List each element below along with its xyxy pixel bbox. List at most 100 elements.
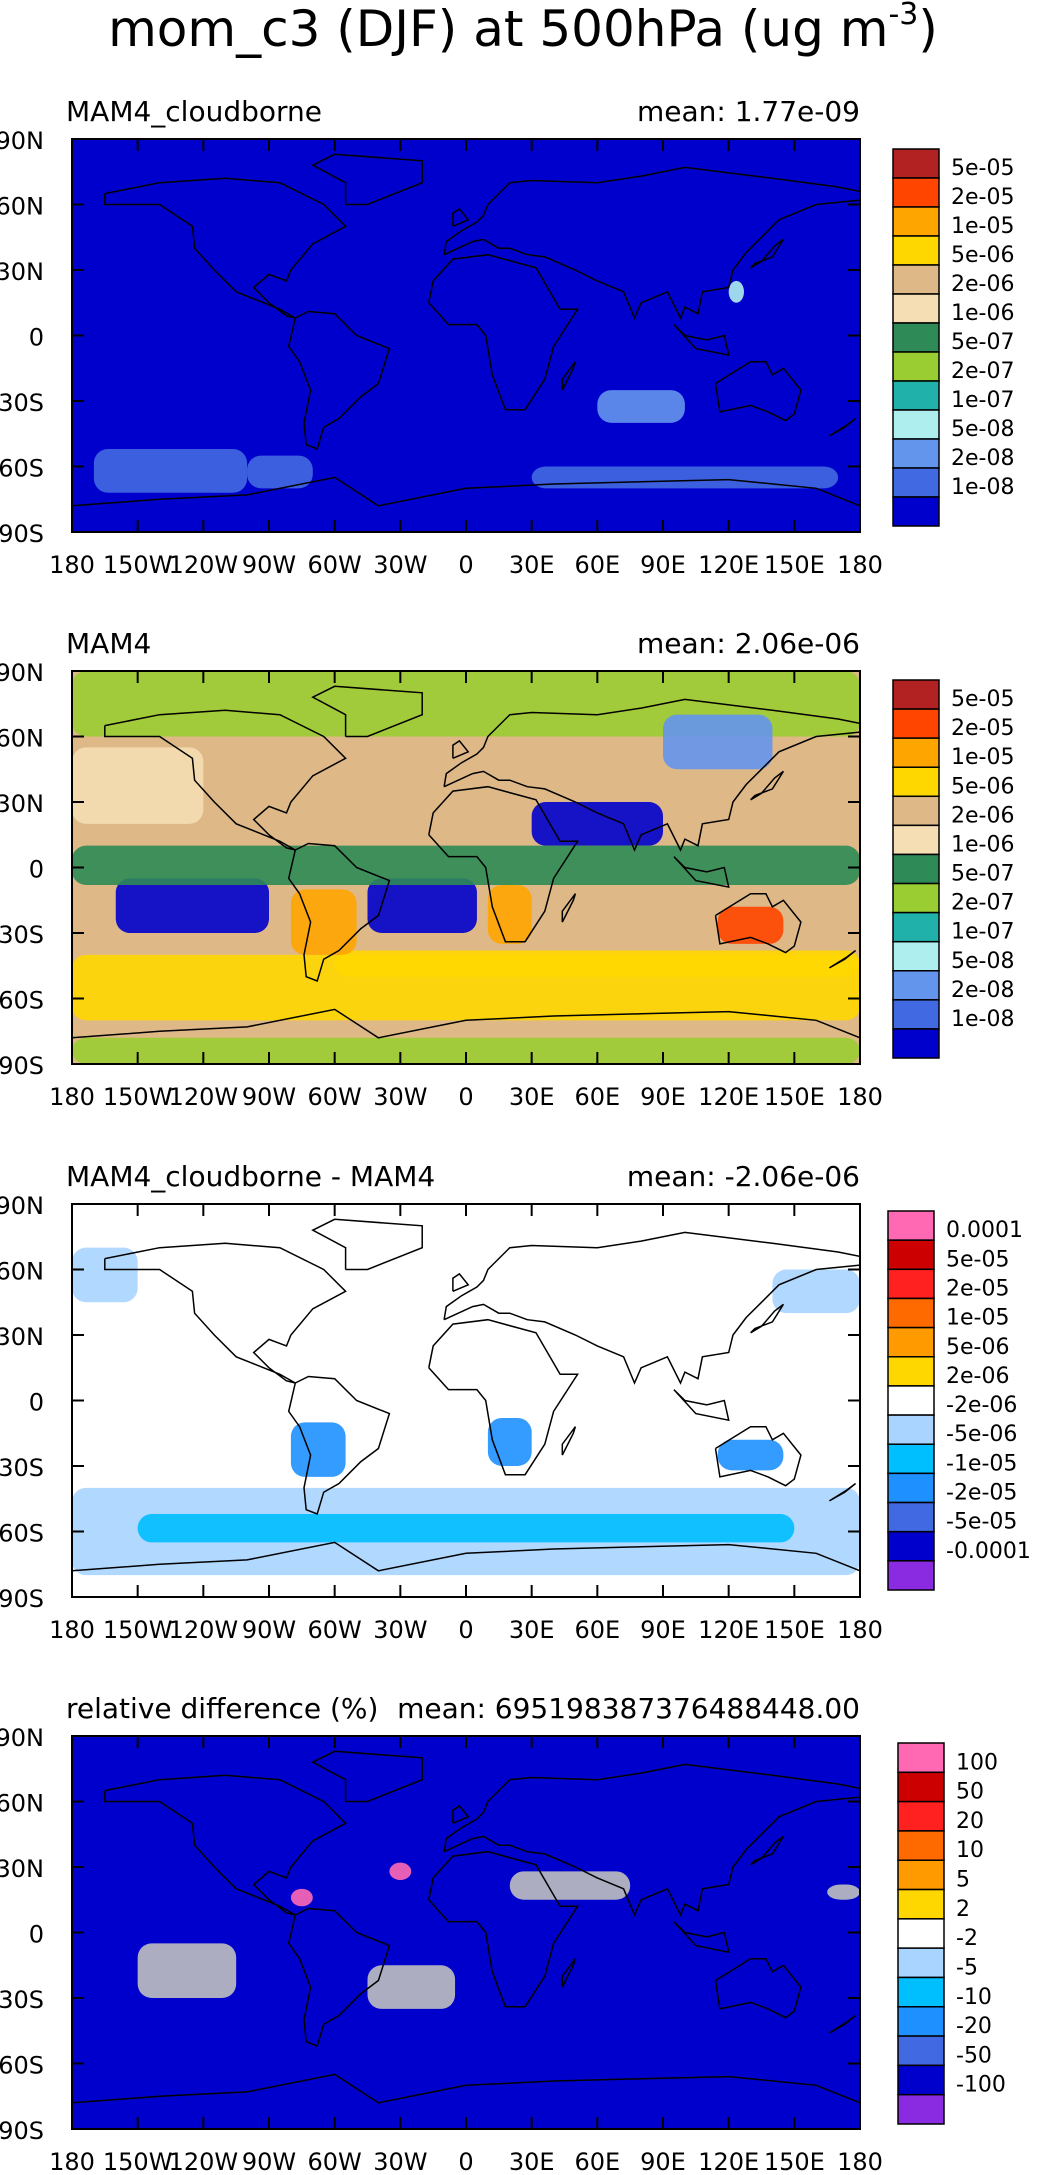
coastline	[311, 1750, 423, 1803]
contour-region	[247, 455, 313, 489]
lon-tick-label: 150E	[764, 551, 825, 579]
colorbar-label: 5e-05	[951, 687, 1014, 712]
colorbar-swatch	[887, 1326, 935, 1358]
lon-tick-label: 90W	[242, 1616, 296, 1644]
colorbar-label: 20	[956, 1809, 984, 1834]
colorbar: 0.0001 5e-05 2e-05 1e-05 5e-06 2e-06 -2e-06 -5e…	[887, 1210, 1031, 1591]
colorbar-label: 1e-07	[951, 388, 1014, 413]
contour-region	[290, 1888, 313, 1907]
colorbar-label: 5e-06	[951, 243, 1014, 268]
lat-tick-label: 90S	[0, 1585, 44, 1613]
colorbar-swatch	[892, 679, 940, 710]
colorbar-label: 2e-08	[951, 446, 1014, 471]
coastline	[443, 1231, 860, 1385]
map-contours	[72, 1218, 860, 1576]
coastline	[72, 1008, 860, 1039]
lon-tick-label: 60W	[308, 1616, 362, 1644]
lat-tick-label: 60S	[0, 455, 44, 483]
panel-name: MAM4	[66, 627, 151, 660]
colorbar-swatch	[892, 438, 940, 469]
colorbar-label: 1e-08	[951, 1007, 1014, 1032]
lon-tick-label: 60W	[308, 551, 362, 579]
coastline	[829, 417, 857, 437]
lon-tick-label: 0	[458, 551, 473, 579]
contour-region	[72, 747, 204, 824]
colorbar-swatch	[892, 708, 940, 739]
contour-region	[290, 1422, 346, 1477]
coastline	[829, 1482, 857, 1502]
colorbar-label: 50	[956, 1780, 984, 1805]
lat-tick-label: 90S	[0, 520, 44, 548]
lon-tick-label: 60E	[574, 1616, 620, 1644]
lon-tick-label: 60E	[574, 2148, 620, 2175]
colorbar-label: 2e-06	[946, 1364, 1009, 1389]
lon-tick-label: 150W	[103, 1616, 173, 1644]
coastline	[673, 1921, 730, 1954]
colorbar-swatch	[892, 467, 940, 498]
colorbar-swatch	[892, 235, 940, 266]
colorbar-label: -2e-06	[946, 1393, 1017, 1418]
colorbar-label: 10	[956, 1838, 984, 1863]
colorbar-swatch	[897, 2035, 945, 2067]
colorbar-label: 1e-06	[951, 832, 1014, 857]
contour-region	[389, 1862, 412, 1881]
coastline	[561, 361, 577, 391]
coastline	[287, 1375, 391, 1515]
colorbar-swatch	[897, 1771, 945, 1803]
lon-tick-label: 30E	[509, 551, 555, 579]
lon-tick-label: 30W	[373, 551, 427, 579]
colorbar-label: -0.0001	[946, 1539, 1031, 1564]
colorbar-swatch	[897, 1918, 945, 1949]
coastline	[452, 207, 470, 227]
lon-tick-label: 120E	[698, 551, 759, 579]
colorbar-label: 5e-06	[946, 1335, 1009, 1360]
coastline	[428, 1850, 579, 2008]
lat-tick-label: 30N	[0, 258, 44, 286]
contour-region	[487, 1417, 532, 1466]
colorbar-label: 1e-05	[946, 1306, 1009, 1331]
map-panel: MAM4_cloudborne mean: 1.77e-09 90N 60N 30N 0 3…	[0, 95, 1014, 579]
panel-name: relative difference (%)	[66, 1692, 378, 1725]
colorbar-label: 5	[956, 1868, 970, 1893]
coastline	[452, 739, 470, 759]
map-panel: MAM4_cloudborne - MAM4 mean: -2.06e-06 90N…	[0, 1160, 1031, 1644]
coastline	[750, 1303, 785, 1334]
lon-tick-label: 30W	[373, 2148, 427, 2175]
colorbar-label: 5e-08	[951, 417, 1014, 442]
coastline	[673, 856, 730, 889]
colorbar-swatch	[892, 882, 940, 914]
lon-tick-label: 60W	[308, 2148, 362, 2175]
lon-tick-label: 120W	[169, 1083, 239, 1111]
contour-region	[827, 1884, 860, 1900]
lon-tick-label: 90W	[242, 2148, 296, 2175]
coastline	[311, 685, 423, 738]
colorbar-label: -50	[956, 2043, 992, 2068]
lat-tick-label: 0	[29, 1389, 44, 1417]
lon-tick-label: 120W	[169, 551, 239, 579]
colorbar-label: -5e-05	[946, 1510, 1017, 1535]
coastline	[714, 1425, 802, 1487]
colorbar-label: -2	[956, 1926, 978, 1951]
coastline	[561, 893, 577, 923]
colorbar-swatch	[892, 1028, 940, 1059]
title-exponent: -3	[888, 0, 918, 32]
colorbar-swatch	[897, 2006, 945, 2037]
lon-tick-label: 180	[837, 2148, 883, 2175]
contour-region	[531, 802, 663, 846]
contour-region	[597, 390, 685, 423]
colorbar-swatch	[892, 940, 940, 972]
panels-container: MAM4_cloudborne mean: 1.77e-09 90N 60N 30N 0 3…	[0, 95, 1031, 2175]
colorbar-swatch	[897, 2093, 945, 2125]
contour-region	[137, 1943, 237, 1998]
coastline	[428, 253, 579, 411]
contour-region	[72, 671, 860, 737]
coastline	[443, 1763, 860, 1917]
colorbar-swatch	[887, 1239, 935, 1271]
lon-tick-label: 90E	[640, 1616, 686, 1644]
coastline	[287, 842, 391, 982]
colorbar-swatch	[887, 1385, 935, 1416]
colorbar-label: 2e-06	[951, 803, 1014, 828]
lat-tick-label: 0	[29, 1921, 44, 1949]
lat-tick-label: 30S	[0, 1454, 44, 1482]
colorbar-label: 2e-06	[951, 272, 1014, 297]
